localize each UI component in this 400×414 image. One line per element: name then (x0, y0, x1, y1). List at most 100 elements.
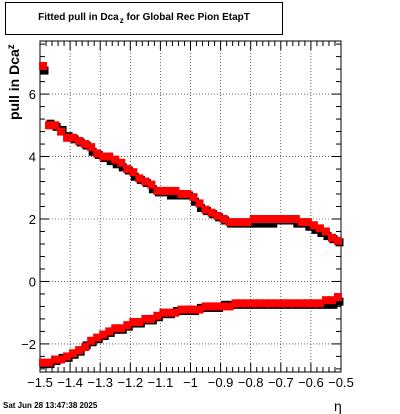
red-point (261, 299, 270, 308)
black-point (293, 219, 302, 228)
red-point (177, 190, 186, 199)
red-point (117, 158, 126, 167)
red-point (219, 214, 228, 223)
red-point (327, 296, 336, 305)
red-point (303, 299, 312, 308)
red-point (141, 314, 150, 323)
y-tick-labels: −2 0 2 4 6 (21, 87, 36, 352)
x-tick-label: −0.6 (298, 375, 324, 390)
red-point (321, 227, 330, 236)
y-tick-label: 0 (29, 274, 36, 289)
red-point (171, 186, 180, 195)
red-point (225, 302, 234, 311)
red-point (309, 299, 318, 308)
red-point (201, 205, 210, 214)
red-point (297, 299, 306, 308)
red-point (171, 308, 180, 317)
red-point (51, 121, 60, 130)
red-point (279, 299, 288, 308)
red-point (93, 333, 102, 342)
red-point (87, 143, 96, 152)
red-point (297, 218, 306, 227)
x-axis-label: η (334, 398, 342, 414)
x-tick-label: −0.9 (208, 375, 234, 390)
black-point (335, 297, 344, 306)
y-tick-label: 4 (29, 150, 36, 165)
x-tick-label: −1 (183, 375, 198, 390)
black-point (88, 147, 97, 156)
red-point (111, 324, 120, 333)
red-point (183, 190, 192, 199)
black-point (317, 228, 326, 237)
red-point (45, 121, 54, 130)
grid (39, 41, 342, 372)
black-point (106, 157, 115, 166)
x-tick-label: −0.7 (268, 375, 294, 390)
red-point (249, 214, 258, 223)
x-tick-label: −1.4 (57, 375, 83, 390)
red-point (75, 136, 84, 145)
red-point (243, 218, 252, 227)
red-point (291, 299, 300, 308)
data-markers (39, 61, 344, 369)
black-point (329, 300, 338, 309)
black-point (251, 219, 260, 228)
red-point (135, 174, 144, 183)
red-point (231, 299, 240, 308)
red-point (285, 214, 294, 223)
red-point (105, 152, 114, 161)
red-point (327, 233, 336, 242)
red-point (333, 293, 342, 302)
red-point (213, 211, 222, 220)
title-subscript: z (119, 16, 124, 25)
red-point (141, 177, 150, 186)
red-point (237, 299, 246, 308)
red-point (207, 208, 216, 217)
red-point (123, 165, 132, 174)
red-point (63, 133, 72, 142)
red-point (93, 149, 102, 158)
black-point (263, 219, 272, 228)
red-point (267, 299, 276, 308)
red-point (75, 346, 84, 355)
red-point (165, 186, 174, 195)
red-point (309, 221, 318, 230)
black-point (269, 219, 278, 228)
red-point (267, 214, 276, 223)
red-point (69, 349, 78, 358)
red-point (87, 336, 96, 345)
x-tick-label: −1.3 (87, 375, 113, 390)
black-point (148, 185, 157, 194)
red-point (219, 302, 228, 311)
timestamp: Sat Jun 28 13:47:38 2025 (3, 401, 98, 410)
red-point (189, 305, 198, 314)
red-point (153, 186, 162, 195)
black-point (311, 225, 320, 234)
red-point (243, 299, 252, 308)
red-point (111, 155, 120, 164)
red-point (39, 358, 48, 367)
red-point (249, 299, 258, 308)
red-point (225, 218, 234, 227)
red-point (81, 343, 90, 352)
x-tick-labels: −1.5 −1.4 −1.3 −1.2 −1.1 −1 −0.9 −0.8 −0.7 −0.6 −0… (27, 375, 354, 390)
red-point (123, 321, 132, 330)
black-point (118, 163, 127, 172)
y-axis-label: pull in Dcaz (6, 44, 22, 120)
red-point (261, 214, 270, 223)
black-point (130, 172, 139, 181)
y-tick-label: 2 (29, 212, 36, 227)
red-point (207, 302, 216, 311)
y-axis-label-subscript: z (6, 44, 17, 49)
black-point (323, 300, 332, 309)
red-point (321, 296, 330, 305)
red-point (81, 140, 90, 149)
black-point (257, 219, 266, 228)
red-point (291, 214, 300, 223)
red-point (315, 299, 324, 308)
title-box: Fitted pull in Dcaz for Global Rec Pion … (5, 2, 283, 35)
red-point (45, 358, 54, 367)
black-point (197, 204, 206, 212)
x-tick-label: −1.5 (27, 375, 53, 390)
x-tick-label: −1.2 (117, 375, 143, 390)
